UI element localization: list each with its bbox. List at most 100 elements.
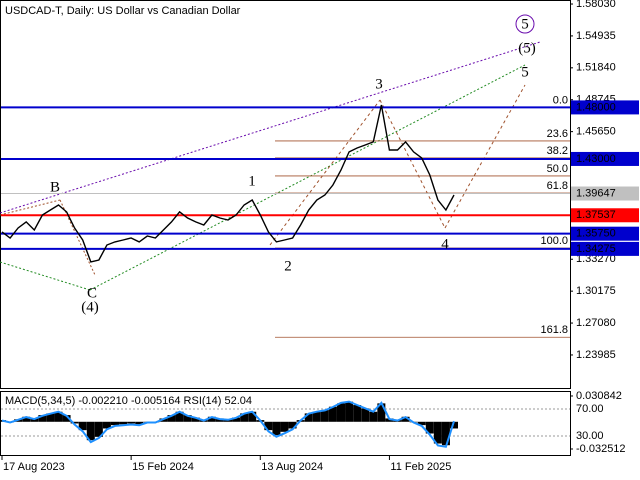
price-label: 1.35750 bbox=[576, 228, 616, 240]
fib-label: 50.0 bbox=[547, 163, 568, 175]
macd-bar bbox=[215, 418, 224, 422]
price-label: 1.48000 bbox=[576, 101, 616, 113]
y2-tick-label: 70.00 bbox=[576, 403, 604, 415]
macd-bar bbox=[377, 403, 386, 422]
macd-bar bbox=[417, 421, 426, 426]
price-label: 1.39647 bbox=[576, 187, 616, 199]
x-tick-label: 13 Aug 2024 bbox=[261, 461, 323, 473]
wave-label: 5 bbox=[521, 64, 529, 80]
wave-label: 4 bbox=[441, 236, 449, 252]
macd-bar bbox=[183, 415, 192, 422]
y-tick-label: 1.30175 bbox=[576, 285, 616, 297]
macd-bar bbox=[288, 421, 297, 429]
macd-bar bbox=[353, 405, 362, 422]
wave-label: B bbox=[50, 179, 60, 195]
fib-label: 0.0 bbox=[553, 94, 568, 106]
price-label-bg bbox=[571, 151, 639, 166]
macd-bar bbox=[312, 411, 321, 422]
price-line bbox=[1, 104, 455, 263]
wave-line bbox=[59, 199, 96, 276]
macd-bar bbox=[167, 415, 176, 422]
macd-bar bbox=[328, 406, 337, 422]
y-tick-label: 0.030842 bbox=[576, 390, 622, 402]
x-tick-label: 15 Feb 2024 bbox=[132, 461, 194, 473]
title-bg bbox=[3, 3, 265, 19]
macd-bar bbox=[127, 421, 136, 424]
y-tick-label: 1.45650 bbox=[576, 126, 616, 138]
macd-bar bbox=[450, 421, 458, 429]
macd-bar bbox=[369, 411, 378, 422]
macd-bar bbox=[441, 421, 450, 446]
macd-bar bbox=[207, 416, 216, 422]
wave-line bbox=[269, 99, 381, 246]
price-label-bg bbox=[571, 208, 639, 223]
macd-bar bbox=[78, 421, 87, 431]
macd-bar bbox=[46, 413, 55, 422]
y-tick-label: 1.27080 bbox=[576, 317, 616, 329]
indicator-title: MACD(5,34,5) -0.002210 -0.005164 RSI(14)… bbox=[5, 395, 252, 407]
price-label: 1.43000 bbox=[576, 153, 616, 165]
macd-bar bbox=[425, 421, 434, 434]
macd-bar bbox=[86, 421, 95, 441]
macd-bar bbox=[94, 421, 103, 437]
y-tick-label: 1.54935 bbox=[576, 30, 616, 42]
fib-label: 38.2 bbox=[547, 145, 568, 157]
x-tick-label: 17 Aug 2023 bbox=[3, 461, 65, 473]
wave-label: 5 bbox=[521, 16, 529, 32]
channel-line bbox=[89, 64, 526, 291]
macd-bar bbox=[111, 421, 119, 426]
rsi-line bbox=[1, 400, 455, 448]
macd-bar bbox=[337, 403, 345, 422]
macd-bar bbox=[272, 421, 281, 436]
plot-layer: 0.0 23.6 38.2 50.0 61.8 100.0 161.8 bbox=[1, 94, 570, 338]
fib-label: 100.0 bbox=[540, 235, 568, 247]
macd-bar bbox=[102, 421, 111, 429]
macd-bar bbox=[401, 416, 410, 422]
wave-label: 1 bbox=[248, 173, 256, 189]
macd-bar bbox=[54, 411, 63, 422]
wave-circle bbox=[515, 14, 535, 34]
macd-bar bbox=[232, 417, 241, 422]
channel-line bbox=[0, 41, 541, 214]
macd-bar bbox=[119, 421, 128, 425]
y-tick-label: 1.33270 bbox=[576, 253, 616, 265]
macd-bar bbox=[248, 411, 257, 422]
wave-label: 2 bbox=[284, 258, 292, 274]
price-label: 1.37537 bbox=[576, 209, 616, 221]
price-label-bg bbox=[571, 186, 639, 201]
macd-bar bbox=[320, 410, 329, 422]
price-label-bg bbox=[571, 241, 639, 256]
macd-bar bbox=[175, 411, 184, 422]
y-tick-label: 1.51840 bbox=[576, 62, 616, 74]
fib-label: 61.8 bbox=[547, 180, 568, 192]
macd-bar bbox=[280, 421, 289, 432]
indicator-title-bg bbox=[3, 394, 333, 408]
macd-bar bbox=[361, 408, 370, 422]
macd-bar bbox=[62, 415, 71, 422]
fib-label: 161.8 bbox=[540, 324, 568, 336]
y-tick-label: 1.58030 bbox=[576, 0, 616, 10]
macd-bar bbox=[135, 421, 144, 425]
macd-bar bbox=[304, 413, 313, 422]
x-tick-label: 11 Feb 2025 bbox=[390, 461, 451, 473]
macd-bar bbox=[191, 417, 200, 422]
macd-bar bbox=[38, 415, 47, 422]
y2-tick-label: 30.00 bbox=[576, 430, 604, 442]
macd-bar bbox=[70, 421, 79, 424]
chart-title: USDCAD-T, Daily: US Dollar vs Canadian D… bbox=[5, 5, 241, 17]
macd-bar bbox=[345, 401, 354, 422]
macd-bar bbox=[22, 416, 31, 422]
y-tick-label: -0.032512 bbox=[576, 443, 626, 455]
wave-label: C bbox=[87, 285, 97, 301]
wave-label: (5) bbox=[518, 40, 536, 56]
wave-label: 3 bbox=[375, 76, 383, 92]
price-label: 1.34275 bbox=[576, 243, 616, 255]
fib-label: 23.6 bbox=[547, 128, 568, 140]
price-label-bg bbox=[571, 226, 639, 241]
macd-bar bbox=[240, 413, 249, 422]
macd-bar bbox=[264, 421, 273, 431]
main-panel bbox=[0, 0, 571, 389]
price-label-bg bbox=[571, 100, 639, 115]
wave-label: (4) bbox=[81, 299, 99, 315]
